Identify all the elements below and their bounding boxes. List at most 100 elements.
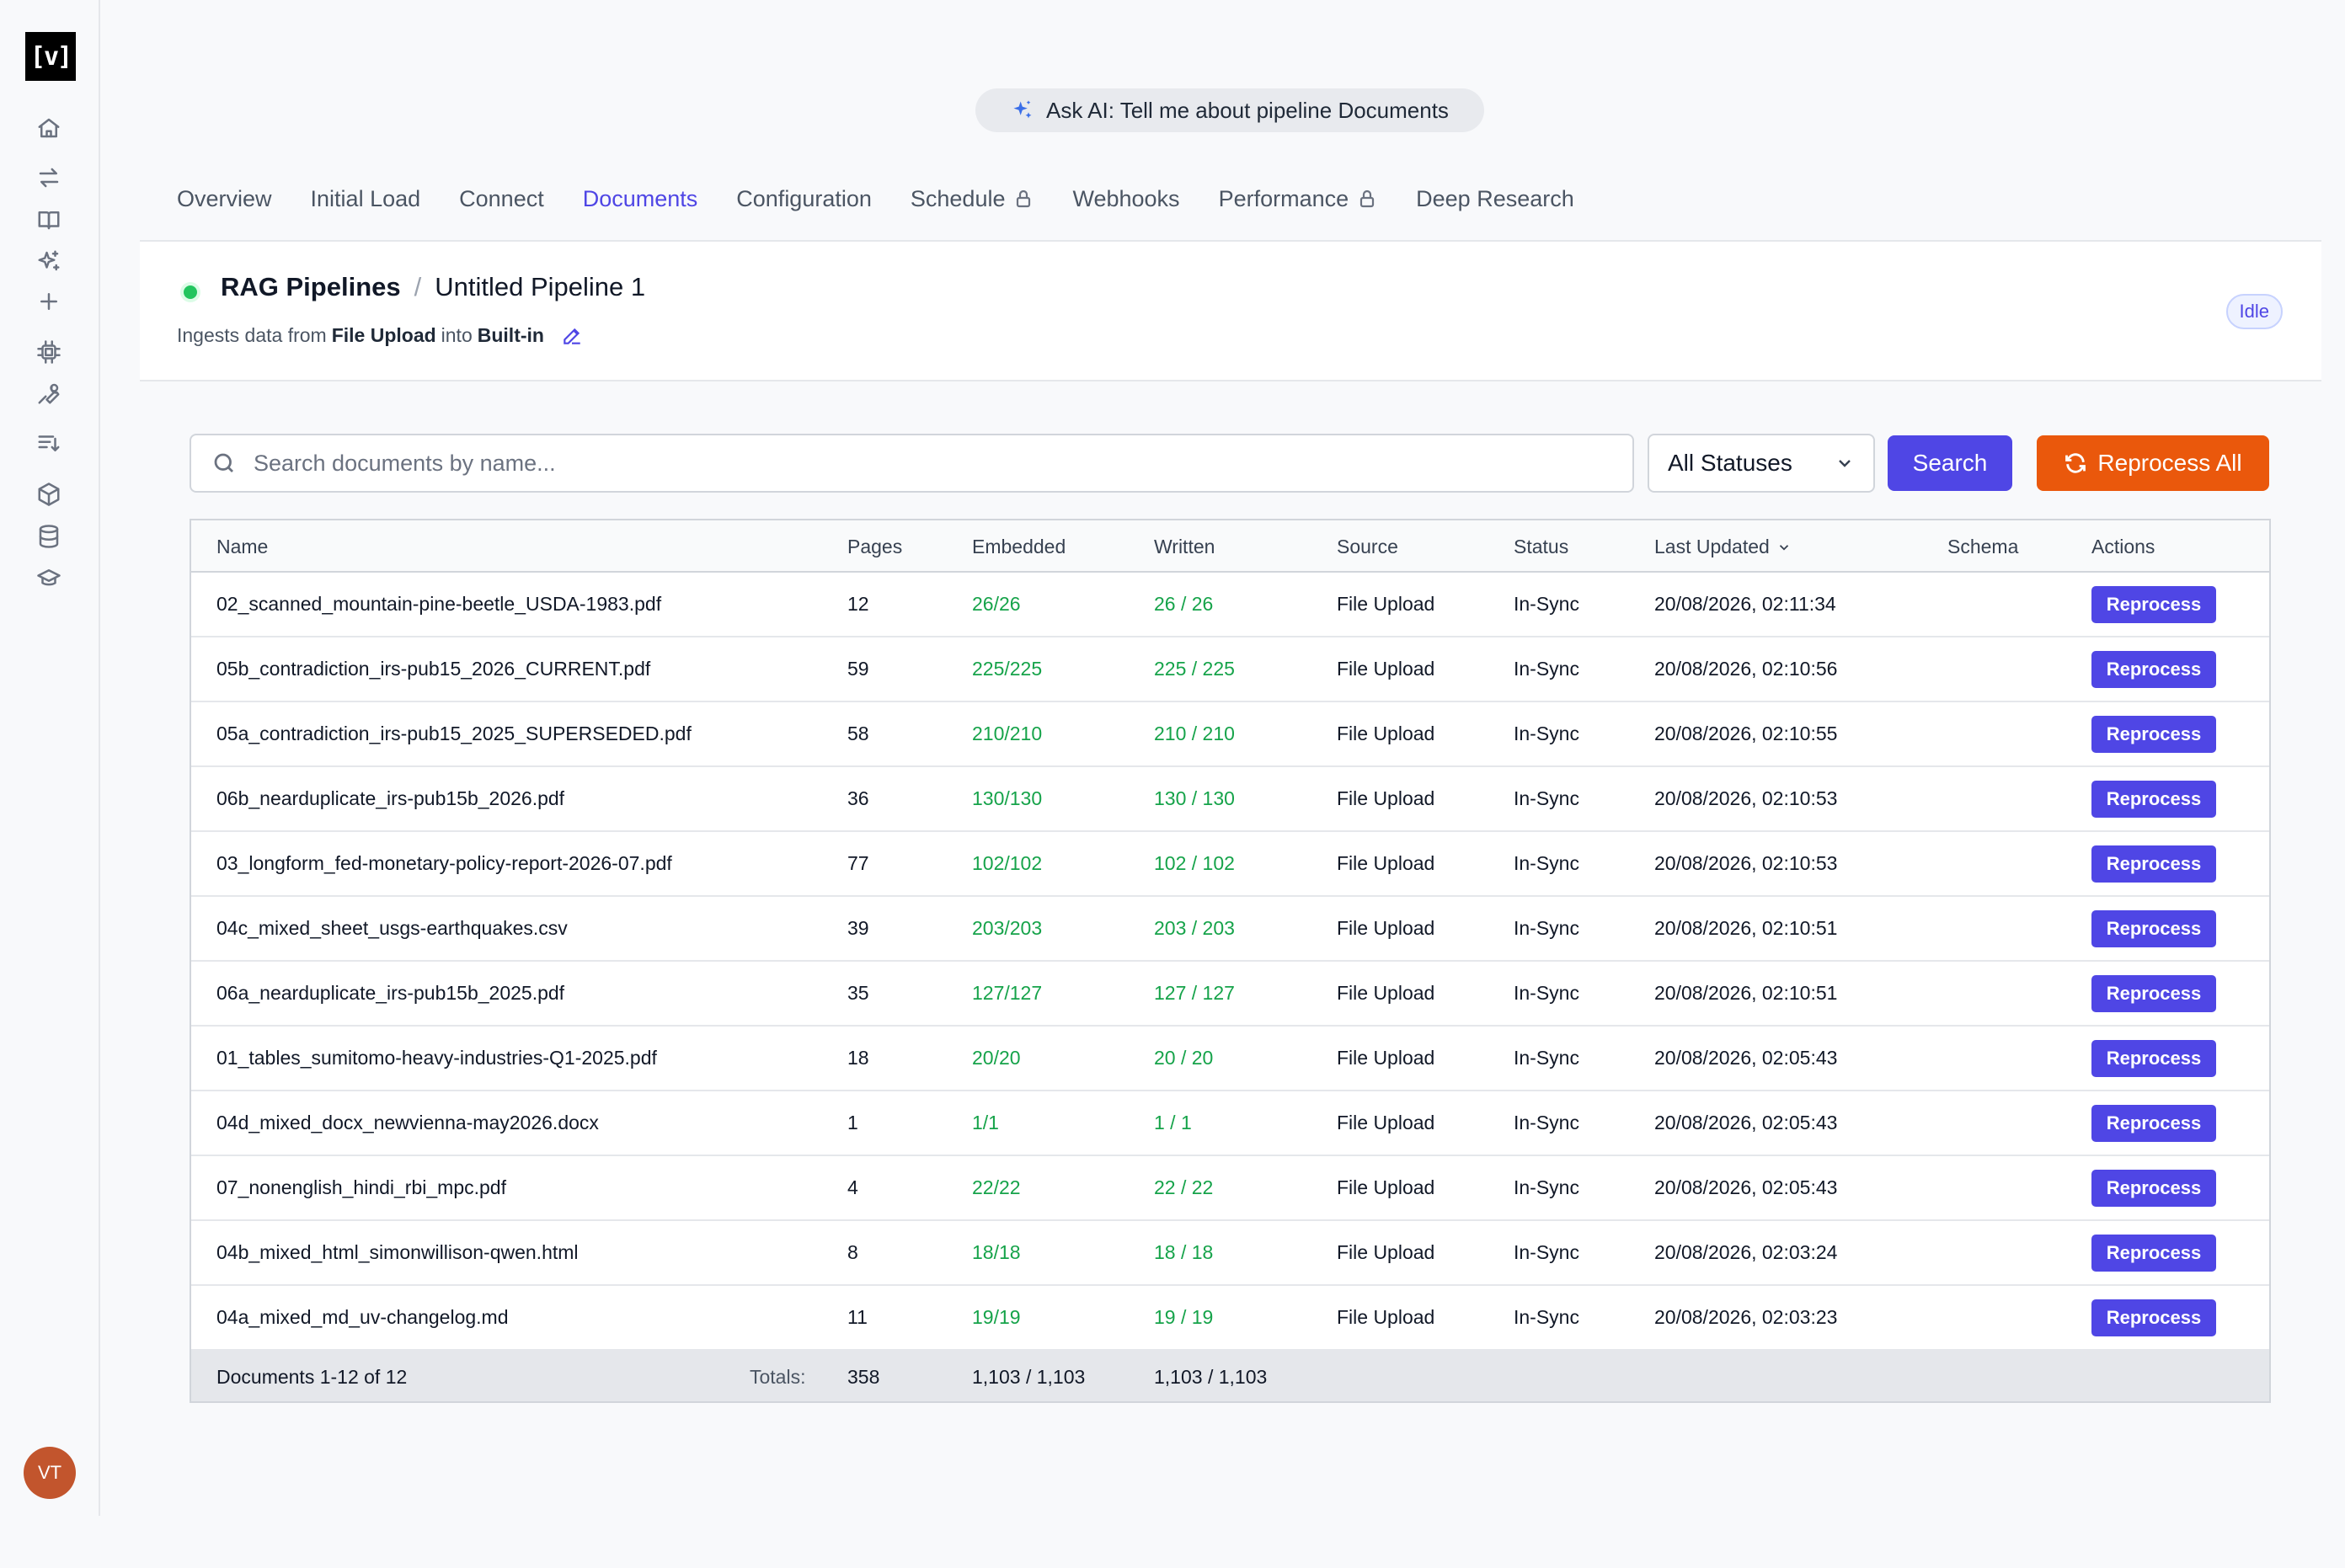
status-filter-value: All Statuses	[1668, 450, 1792, 476]
reprocess-button[interactable]: Reprocess	[2091, 716, 2216, 753]
table-row[interactable]: 01_tables_sumitomo-heavy-industries-Q1-2…	[191, 1027, 2269, 1091]
doc-status: In-Sync	[1514, 787, 1579, 809]
reprocess-button[interactable]: Reprocess	[2091, 781, 2216, 818]
col-schema[interactable]: Schema	[1947, 536, 2019, 557]
arrows-swap-icon[interactable]	[32, 161, 66, 195]
doc-name: 06b_nearduplicate_irs-pub15b_2026.pdf	[216, 787, 565, 809]
plus-icon[interactable]	[32, 285, 66, 318]
col-written[interactable]: Written	[1154, 536, 1215, 557]
col-status[interactable]: Status	[1514, 536, 1569, 557]
avatar[interactable]: VT	[24, 1447, 76, 1499]
reprocess-button[interactable]: Reprocess	[2091, 651, 2216, 688]
home-icon[interactable]	[32, 111, 66, 145]
col-name[interactable]: Name	[216, 536, 269, 557]
doc-pages: 1	[847, 1112, 858, 1133]
ask-ai-button[interactable]: Ask AI: Tell me about pipeline Documents	[975, 88, 1484, 132]
doc-name: 05b_contradiction_irs-pub15_2026_CURRENT…	[216, 658, 651, 680]
table-row[interactable]: 06b_nearduplicate_irs-pub15b_2026.pdf 36 1…	[191, 767, 2269, 832]
doc-last-updated: 20/08/2026, 02:10:51	[1654, 917, 1838, 939]
tab-connect[interactable]: Connect	[459, 185, 544, 211]
doc-written: 18 / 18	[1154, 1241, 1214, 1263]
edit-icon[interactable]	[561, 325, 583, 347]
reprocess-button[interactable]: Reprocess	[2091, 845, 2216, 883]
tab-configuration[interactable]: Configuration	[736, 185, 872, 211]
reprocess-button[interactable]: Reprocess	[2091, 1299, 2216, 1336]
list-sort-icon[interactable]	[32, 426, 66, 460]
doc-pages: 58	[847, 723, 869, 744]
tab-schedule[interactable]: Schedule	[911, 182, 1034, 216]
col-last-updated[interactable]: Last Updated	[1654, 536, 1792, 558]
reprocess-button[interactable]: Reprocess	[2091, 975, 2216, 1012]
tab-webhooks[interactable]: Webhooks	[1072, 185, 1180, 211]
doc-last-updated: 20/08/2026, 02:10:55	[1654, 723, 1838, 744]
col-embedded[interactable]: Embedded	[972, 536, 1066, 557]
reprocess-button[interactable]: Reprocess	[2091, 1170, 2216, 1207]
database-icon[interactable]	[32, 520, 66, 553]
search-button[interactable]: Search	[1888, 435, 2012, 491]
doc-written: 210 / 210	[1154, 723, 1235, 744]
doc-source: File Upload	[1337, 1241, 1435, 1263]
doc-pages: 35	[847, 982, 869, 1004]
table-row[interactable]: 04b_mixed_html_simonwillison-qwen.html 8 1…	[191, 1221, 2269, 1286]
table-row[interactable]: 07_nonenglish_hindi_rbi_mpc.pdf 4 22/22 22 …	[191, 1156, 2269, 1221]
reprocess-button[interactable]: Reprocess	[2091, 1040, 2216, 1077]
search-field[interactable]	[190, 434, 1634, 493]
cube-icon[interactable]	[32, 477, 66, 511]
wrench-icon[interactable]	[32, 376, 66, 410]
doc-source: File Upload	[1337, 1047, 1435, 1069]
reprocess-button[interactable]: Reprocess	[2091, 1235, 2216, 1272]
breadcrumb-rag-pipelines[interactable]: RAG Pipelines	[221, 272, 401, 301]
doc-pages: 39	[847, 917, 869, 939]
book-icon[interactable]	[32, 203, 66, 237]
doc-written: 225 / 225	[1154, 658, 1235, 680]
doc-source: File Upload	[1337, 787, 1435, 809]
doc-written: 1 / 1	[1154, 1112, 1192, 1133]
doc-pages: 12	[847, 593, 869, 615]
table-row[interactable]: 02_scanned_mountain-pine-beetle_USDA-198…	[191, 573, 2269, 637]
embedded-total: 1,103 / 1,103	[972, 1366, 1086, 1388]
tab-deep-research[interactable]: Deep Research	[1416, 185, 1574, 211]
status-filter-select[interactable]: All Statuses	[1648, 434, 1875, 493]
doc-embedded: 26/26	[972, 593, 1021, 615]
reprocess-button[interactable]: Reprocess	[2091, 910, 2216, 947]
tab-initial-load[interactable]: Initial Load	[310, 185, 421, 211]
table-header: Name Pages Embedded Written Source Statu…	[191, 520, 2269, 573]
doc-pages: 77	[847, 852, 869, 874]
doc-status: In-Sync	[1514, 723, 1579, 744]
graduation-cap-icon[interactable]	[32, 561, 66, 595]
table-row[interactable]: 04d_mixed_docx_newvienna-may2026.docx 1 1/…	[191, 1091, 2269, 1156]
tab-performance[interactable]: Performance	[1219, 182, 1378, 216]
col-source[interactable]: Source	[1337, 536, 1398, 557]
table-row[interactable]: 03_longform_fed-monetary-policy-report-2…	[191, 832, 2269, 897]
doc-source: File Upload	[1337, 723, 1435, 744]
doc-status: In-Sync	[1514, 1176, 1579, 1198]
col-pages[interactable]: Pages	[847, 536, 903, 557]
tab-documents[interactable]: Documents	[582, 185, 698, 211]
chip-icon[interactable]	[32, 335, 66, 369]
ingest-destination: Built-in	[477, 324, 544, 346]
status-badge: Idle	[2225, 294, 2283, 329]
doc-written: 22 / 22	[1154, 1176, 1214, 1198]
doc-name: 02_scanned_mountain-pine-beetle_USDA-198…	[216, 593, 662, 615]
doc-last-updated: 20/08/2026, 02:03:24	[1654, 1241, 1838, 1263]
tab-overview[interactable]: Overview	[177, 185, 272, 211]
table-row[interactable]: 04c_mixed_sheet_usgs-earthquakes.csv 39 20…	[191, 897, 2269, 962]
app-logo[interactable]: [v]	[25, 32, 76, 81]
reprocess-button[interactable]: Reprocess	[2091, 586, 2216, 623]
doc-written: 19 / 19	[1154, 1306, 1214, 1328]
doc-status: In-Sync	[1514, 917, 1579, 939]
search-input[interactable]	[254, 450, 1632, 477]
doc-status: In-Sync	[1514, 1306, 1579, 1328]
doc-name: 04d_mixed_docx_newvienna-may2026.docx	[216, 1112, 599, 1133]
doc-last-updated: 20/08/2026, 02:10:53	[1654, 787, 1838, 809]
doc-written: 20 / 20	[1154, 1047, 1214, 1069]
doc-source: File Upload	[1337, 658, 1435, 680]
table-row[interactable]: 04a_mixed_md_uv-changelog.md 11 19/19 19 / …	[191, 1286, 2269, 1351]
reprocess-button[interactable]: Reprocess	[2091, 1105, 2216, 1142]
table-row[interactable]: 05b_contradiction_irs-pub15_2026_CURRENT…	[191, 637, 2269, 702]
doc-source: File Upload	[1337, 1176, 1435, 1198]
table-row[interactable]: 06a_nearduplicate_irs-pub15b_2025.pdf 35 1…	[191, 962, 2269, 1027]
table-row[interactable]: 05a_contradiction_irs-pub15_2025_SUPERSE…	[191, 702, 2269, 767]
reprocess-all-button[interactable]: Reprocess All	[2037, 435, 2269, 491]
sparkles-icon[interactable]	[32, 244, 66, 278]
